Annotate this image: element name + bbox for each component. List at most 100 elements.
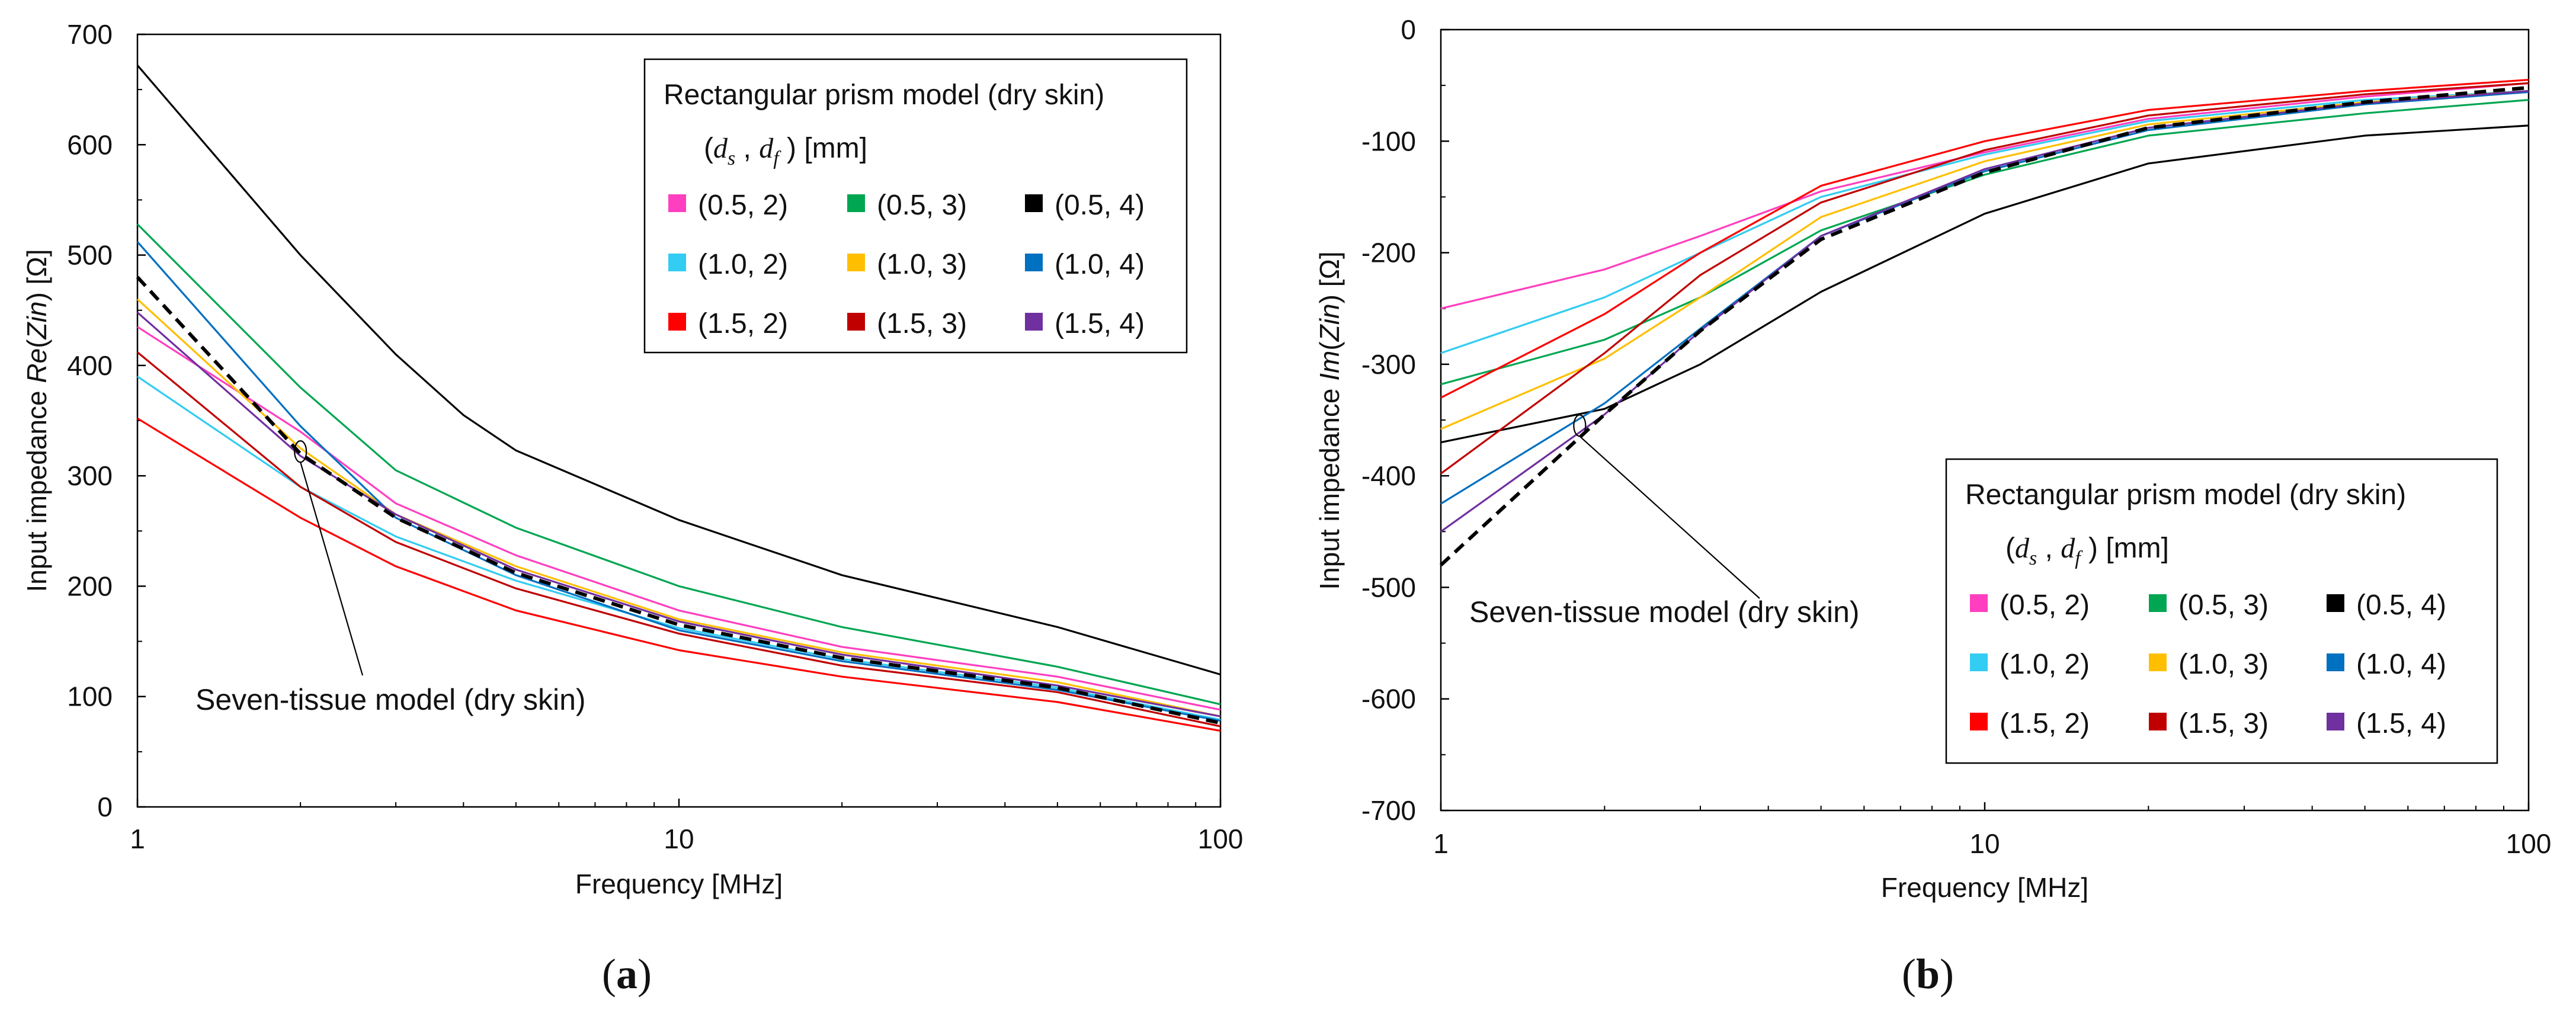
y-axis-label-part: ) [Ω]	[21, 249, 52, 302]
y-tick-label: -300	[1361, 349, 1416, 380]
y-axis-label-part: Input impedance	[1314, 381, 1345, 590]
legend-label: (1.0, 4)	[2356, 649, 2446, 680]
series-line-a-8	[136, 312, 1221, 717]
legend-item-a-0: (0.5, 2)	[668, 190, 788, 221]
legend-label: (0.5, 4)	[2356, 589, 2446, 621]
legend-item-b-4: (1.0, 3)	[2149, 649, 2269, 680]
legend-swatch	[668, 313, 686, 331]
legend-subtitle-part: (	[704, 133, 713, 164]
panel-label-letter: a	[616, 950, 637, 998]
legend-swatch	[1025, 313, 1043, 331]
legend-subtitle-part: d	[713, 133, 728, 164]
legend-swatch	[847, 254, 865, 271]
series-line-b-6	[1440, 79, 2529, 399]
legend-swatch	[847, 313, 865, 331]
legend-label: (1.5, 4)	[2356, 708, 2446, 739]
legend-box	[643, 58, 1188, 354]
y-tick-label: 200	[67, 571, 113, 601]
y-axis-label-part: (	[21, 339, 52, 348]
legend-subtitle-part: )	[2081, 533, 2106, 564]
y-axis-label-part: Input impedance	[21, 383, 52, 592]
legend-swatch	[668, 194, 686, 212]
x-axis-label: Frequency [MHz]	[575, 869, 783, 899]
legend-swatch	[2327, 653, 2344, 671]
y-tick-label: -400	[1361, 460, 1416, 491]
legend-subtitle-part: ,	[2037, 533, 2061, 564]
series-line-a-7	[136, 351, 1221, 728]
annotation-leader-b	[1579, 435, 1760, 599]
legend-item-b-5: (1.0, 4)	[2327, 649, 2446, 680]
series-line-a-6	[137, 417, 1221, 732]
panel-label-paren: )	[1940, 950, 1954, 998]
legend-subtitle-part: (	[2005, 533, 2015, 564]
x-tick-label: 10	[664, 823, 694, 854]
legend-subtitle: (ds , df ) [mm]	[2005, 533, 2169, 569]
series-line-seven-tissue-b	[1439, 85, 2529, 567]
legend-label: (0.5, 2)	[2000, 589, 2090, 621]
legend-label: (1.5, 4)	[1055, 308, 1145, 339]
series-line-b-7	[1440, 82, 2529, 475]
legend-swatch	[1970, 594, 1988, 612]
legend-label: (0.5, 4)	[1055, 190, 1145, 221]
legend-subtitle-part: )	[779, 133, 805, 164]
legend-label: (1.0, 2)	[2000, 649, 2090, 680]
annotation-leader-a	[300, 462, 364, 676]
y-axis-label-italic: Re	[21, 348, 52, 383]
legend-item-b-2: (0.5, 4)	[2327, 589, 2446, 621]
x-tick-label: 100	[1198, 823, 1244, 854]
y-tick-label: -600	[1361, 684, 1416, 714]
legend-item-a-2: (0.5, 4)	[1025, 190, 1145, 221]
legend-item-b-6: (1.5, 2)	[1970, 708, 2090, 739]
legend-label: (1.0, 4)	[1055, 249, 1145, 280]
legend-title: Rectangular prism model (dry skin)	[664, 79, 1104, 111]
chart-panel-b: -700 -600 -500 -400 -300 -200 -100 0 1 10 100 Frequ…	[1314, 14, 2551, 998]
legend-item-b-1: (0.5, 3)	[2149, 589, 2269, 621]
legend-item-b-0: (0.5, 2)	[1970, 589, 2090, 621]
annotation-label-b: Seven-tissue model (dry skin)	[1469, 595, 1860, 629]
legend-subtitle-part: d	[2015, 533, 2030, 564]
chart-panel-a: 0 100 200 300 400 500 600 700 1 10 100 Frequency [M…	[21, 19, 1243, 998]
legend-subtitle-part: d	[2061, 533, 2075, 564]
y-axis-label-part: (	[1314, 341, 1345, 351]
legend-label: (0.5, 2)	[698, 190, 788, 221]
legend-subtitle: (ds , df ) [mm]	[704, 133, 867, 169]
legend-subtitle-part: [mm]	[2106, 533, 2169, 564]
legend-swatch	[1970, 713, 1988, 730]
legend-item-a-6: (1.5, 2)	[668, 308, 788, 339]
y-tick-label: 600	[67, 129, 113, 160]
legend-swatch	[2149, 594, 2167, 612]
panel-label-a: (a)	[602, 950, 652, 998]
series-line-b-0	[1440, 82, 2529, 310]
x-axis-label: Frequency [MHz]	[1881, 872, 2088, 903]
series-line-a-1	[136, 223, 1221, 706]
legend-swatch	[2327, 594, 2344, 612]
y-axis-label-italic: Im	[1314, 351, 1345, 381]
series-line-a-0	[137, 326, 1221, 711]
y-tick-label: -500	[1361, 572, 1416, 603]
y-tick-label: 700	[67, 19, 113, 50]
annotation-label-a: Seven-tissue model (dry skin)	[196, 683, 586, 716]
legend-item-a-4: (1.0, 3)	[847, 249, 967, 280]
y-tick-label: 0	[1401, 14, 1416, 45]
x-tick-label: 1	[130, 823, 145, 854]
legend-label: (1.0, 3)	[877, 249, 967, 280]
y-axis-label: Input impedance Re(Zin) [Ω]	[21, 249, 52, 592]
series-line-a-2	[136, 65, 1221, 676]
legend-label: (1.5, 3)	[2178, 708, 2269, 739]
legend-label: (1.5, 2)	[698, 308, 788, 339]
legend-subtitle-part: s	[728, 148, 735, 169]
series-line-seven-tissue-a	[136, 275, 1221, 725]
y-tick-label: 500	[67, 240, 113, 271]
legend-label: (1.5, 3)	[877, 308, 967, 339]
y-axis-label-italic: Zin	[21, 302, 52, 340]
y-tick-label: -700	[1361, 795, 1416, 826]
legend-item-a-8: (1.5, 4)	[1025, 308, 1145, 339]
y-axis-label: Input impedance Im(Zin) [Ω]	[1314, 251, 1345, 589]
legend-label: (0.5, 3)	[2178, 589, 2269, 621]
legend-a: Rectangular prism model (dry skin) (ds , …	[643, 58, 1188, 354]
legend-item-a-5: (1.0, 4)	[1025, 249, 1145, 280]
legend-swatch	[1970, 653, 1988, 671]
y-tick-label: 0	[97, 792, 113, 822]
series-line-b-5	[1440, 91, 2529, 505]
